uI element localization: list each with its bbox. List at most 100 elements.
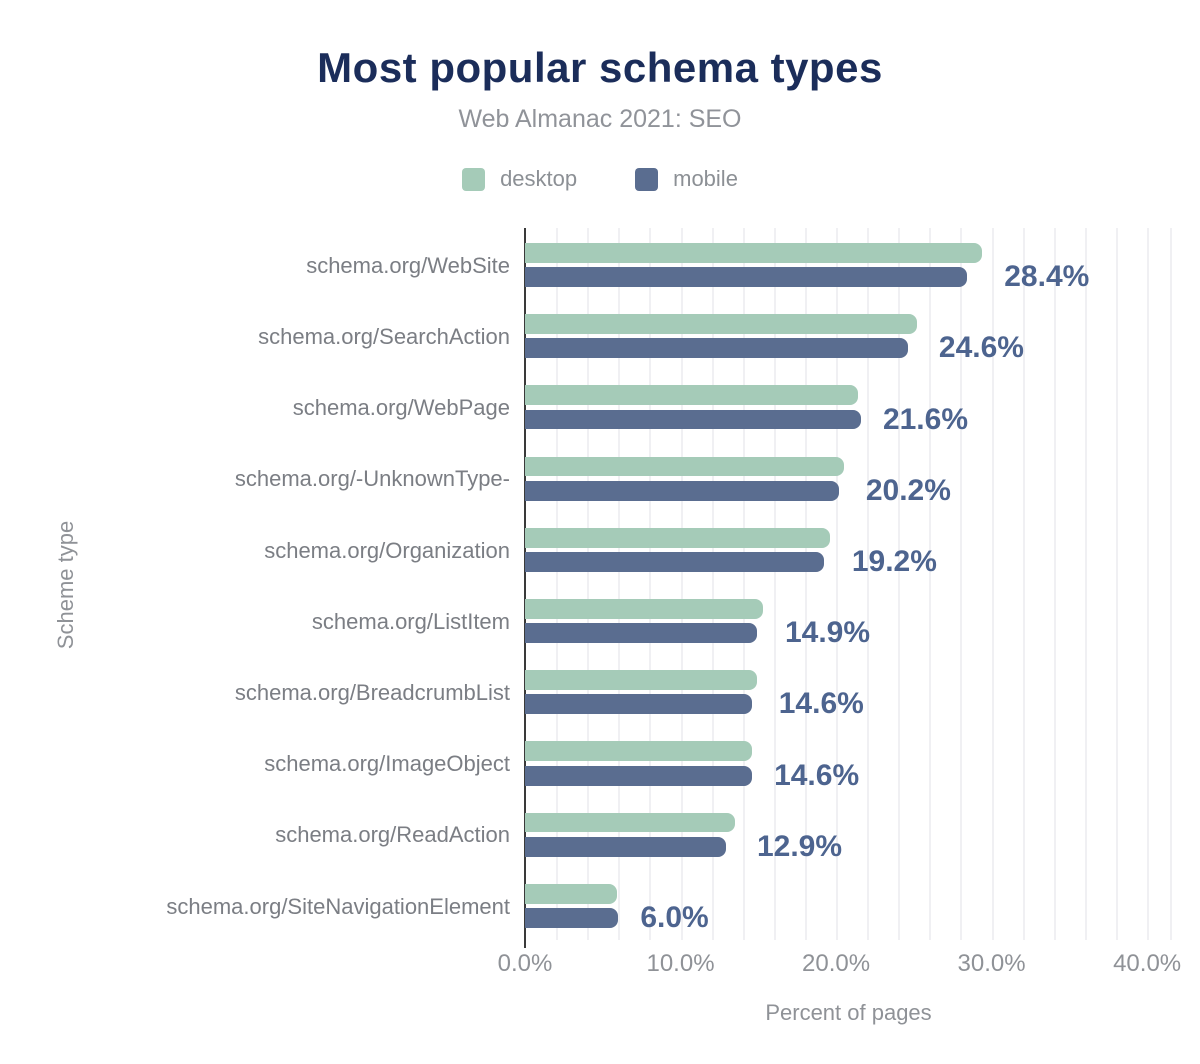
gridline: [1084, 228, 1087, 940]
x-axis-title: Percent of pages: [765, 1000, 932, 1025]
bar-row: schema.org/ReadAction 12.9%: [0, 798, 1172, 869]
category-label-cell: schema.org/BreadcrumbList: [0, 655, 525, 726]
gridline: [587, 228, 590, 940]
mobile-bar: [525, 694, 753, 715]
legend: desktop mobile: [0, 166, 1200, 192]
gridline: [680, 228, 683, 940]
bar-rows: schema.org/WebSite 28.4% schema.org/Search…: [0, 228, 1172, 940]
mobile-bar: [525, 623, 757, 644]
mobile-bar: [525, 765, 753, 786]
bar-row: schema.org/ImageObject 14.6%: [0, 726, 1172, 797]
bar-row: schema.org/-UnknownType- 20.2%: [0, 442, 1172, 513]
bar-value-label: 28.4%: [1004, 260, 1090, 294]
desktop-bar: [525, 598, 763, 619]
x-axis-ticks: 0.0% 10.0% 20.0% 30.0% 40.0%: [498, 950, 1181, 980]
mobile-bar: [525, 907, 619, 928]
legend-item-mobile: mobile: [635, 166, 738, 192]
bar-pair: 21.6%: [525, 370, 1172, 441]
gridline: [742, 228, 745, 940]
bar-pair: 20.2%: [525, 442, 1172, 513]
bar-value-label: 19.2%: [851, 544, 937, 578]
category-label: schema.org/SiteNavigationElement: [166, 893, 510, 919]
gridline: [773, 228, 776, 940]
bar-pair: 12.9%: [525, 798, 1172, 869]
gridline: [649, 228, 652, 940]
bar-pair: 24.6%: [525, 299, 1172, 370]
category-label: schema.org/ReadAction: [275, 822, 510, 848]
bar-pair: 14.6%: [525, 726, 1172, 797]
legend-label-mobile: mobile: [673, 166, 738, 191]
desktop-bar: [525, 385, 858, 406]
bar-value-label: 6.0%: [640, 900, 709, 934]
gridline: [804, 228, 807, 940]
desktop-bar: [525, 883, 617, 904]
gridline: [867, 228, 870, 940]
bar-value-label: 12.9%: [756, 829, 843, 863]
category-label-cell: schema.org/ReadAction: [0, 798, 525, 869]
mobile-bar: [525, 267, 967, 288]
bar-row: schema.org/WebPage 21.6%: [0, 370, 1172, 441]
mobile-bar: [525, 551, 824, 572]
y-axis-line: [524, 228, 526, 948]
category-label-cell: schema.org/WebSite: [0, 228, 525, 299]
bar-row: schema.org/Organization 19.2%: [0, 513, 1172, 584]
category-label-cell: schema.org/Organization: [0, 513, 525, 584]
gridline: [711, 228, 714, 940]
gridline: [618, 228, 621, 940]
desktop-bar: [525, 812, 735, 833]
category-label: schema.org/-UnknownType-: [234, 466, 510, 492]
mobile-bar: [525, 338, 908, 359]
gridline: [1022, 228, 1025, 940]
category-label-cell: schema.org/WebPage: [0, 370, 525, 441]
gridline: [1053, 228, 1056, 940]
x-tick-label: 20.0%: [802, 950, 871, 977]
legend-item-desktop: desktop: [462, 166, 577, 192]
gridline: [991, 228, 994, 940]
bar-value-label: 20.2%: [865, 473, 951, 507]
bar-row: schema.org/SearchAction 24.6%: [0, 299, 1172, 370]
category-label-cell: schema.org/SearchAction: [0, 299, 525, 370]
bar-row: schema.org/ListItem 14.9%: [0, 584, 1172, 655]
bar-row: schema.org/BreadcrumbList 14.6%: [0, 655, 1172, 726]
gridline: [1170, 228, 1172, 940]
plot-grid: [524, 228, 1172, 948]
gridline: [836, 228, 839, 940]
bar-value-label: 24.6%: [938, 331, 1024, 365]
gridline: [1116, 228, 1118, 940]
chart-title: Most popular schema types: [317, 44, 883, 91]
legend-label-desktop: desktop: [500, 166, 578, 191]
category-label: schema.org/BreadcrumbList: [234, 679, 510, 705]
desktop-bar: [525, 741, 753, 762]
desktop-bar: [525, 242, 983, 263]
category-label-cell: schema.org/-UnknownType-: [0, 442, 525, 513]
gridline: [1147, 228, 1150, 940]
gridline: [929, 228, 932, 940]
category-label-cell: schema.org/ListItem: [0, 584, 525, 655]
category-label-cell: schema.org/ImageObject: [0, 726, 525, 797]
category-label: schema.org/WebSite: [306, 252, 510, 278]
category-label: schema.org/SearchAction: [258, 323, 510, 349]
bar-value-label: 14.9%: [784, 616, 871, 650]
y-axis-title: Scheme type: [53, 520, 78, 650]
bar-pair: 6.0%: [525, 869, 1172, 940]
bar-row: schema.org/SiteNavigationElement 6.0%: [0, 869, 1172, 940]
bar-pair: 14.9%: [525, 584, 1172, 655]
mobile-bar: [525, 836, 726, 857]
desktop-bar: [525, 527, 830, 548]
x-tick-label: 10.0%: [646, 950, 715, 977]
gridline: [556, 228, 559, 940]
category-label: schema.org/ListItem: [311, 608, 510, 634]
bar-value-label: 21.6%: [882, 402, 969, 436]
x-tick-label: 0.0%: [497, 950, 553, 977]
category-label-cell: schema.org/SiteNavigationElement: [0, 869, 525, 940]
category-label: schema.org/ImageObject: [264, 751, 510, 777]
bar-value-label: 14.6%: [774, 758, 860, 792]
bar-pair: 19.2%: [525, 513, 1172, 584]
mobile-bar: [525, 409, 861, 430]
mobile-bar: [525, 480, 840, 501]
desktop-bar: [525, 314, 917, 335]
bar-pair: 28.4%: [525, 228, 1172, 299]
category-label: schema.org/Organization: [264, 537, 510, 563]
bar-value-label: 14.6%: [778, 687, 864, 721]
